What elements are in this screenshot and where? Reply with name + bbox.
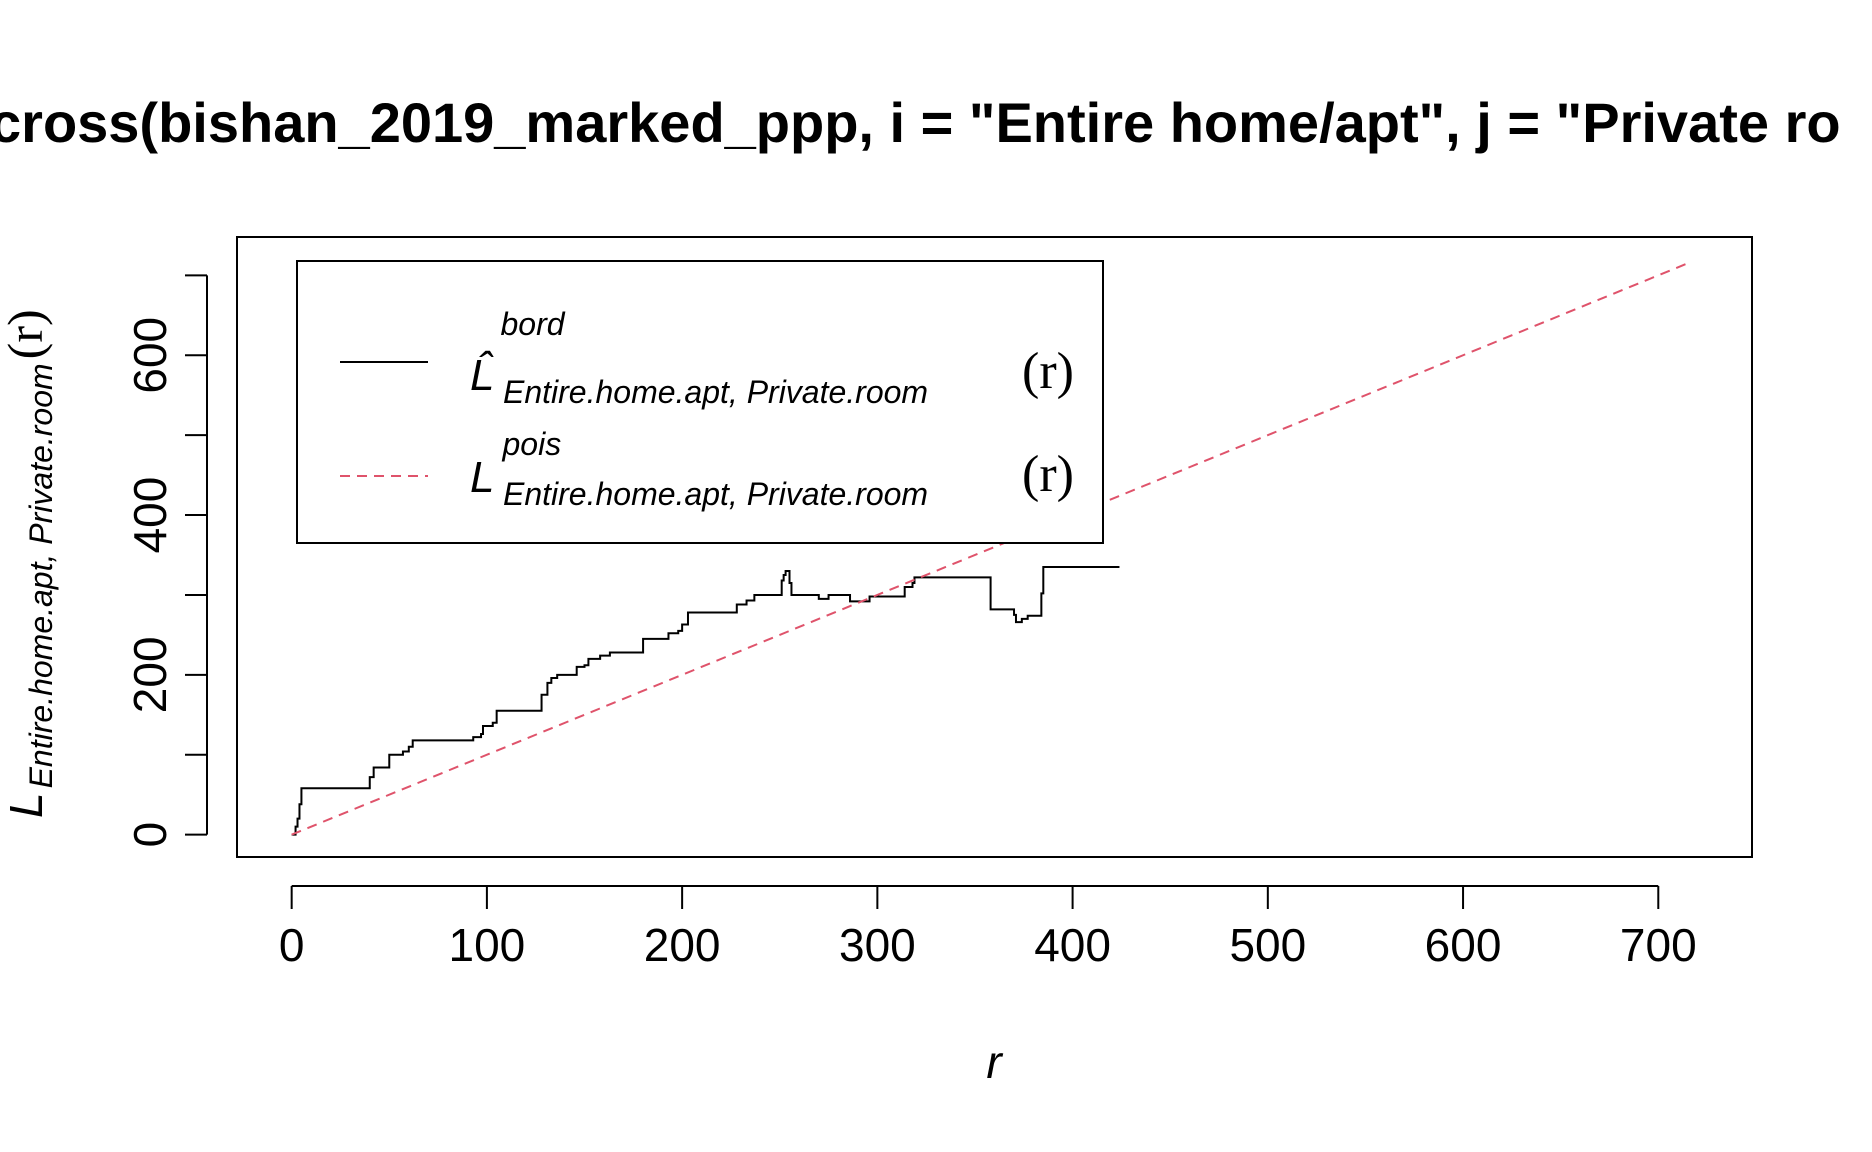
x-axis-label: r	[986, 1036, 1003, 1088]
legend-entry-bord: L̂ bord	[470, 306, 566, 400]
series-layer	[291, 263, 1686, 836]
legend-pois-main: L	[470, 453, 494, 502]
x-tick-label: 200	[644, 919, 721, 971]
legend-entry-pois-sub: Entire.home.apt, Private.room	[503, 476, 928, 512]
x-tick-label: 600	[1425, 919, 1502, 971]
legend-bord-arg: (r)	[1022, 343, 1074, 400]
plot-frame	[236, 236, 1753, 858]
x-tick-label: 500	[1229, 919, 1306, 971]
y-axis-label: L Entire.home.apt, Private.room (r)	[0, 309, 59, 818]
legend-box	[296, 260, 1104, 544]
y-axis-label-arg: (r)	[0, 309, 53, 359]
legend-entry-bord-sub: Entire.home.apt, Private.room	[503, 374, 928, 410]
legend: L̂ bord Entire.home.apt, Private.room (r…	[296, 260, 1104, 544]
y-tick-label: 200	[124, 636, 176, 713]
legend-entry-bord-arg: (r)	[1022, 343, 1074, 400]
legend-pois-arg: (r)	[1022, 446, 1074, 503]
y-tick-label: 400	[124, 477, 176, 554]
x-axis: 0 100 200 300 400 500 600 700	[279, 885, 1697, 971]
series-line-bord	[291, 565, 1120, 836]
y-tick-label: 600	[124, 317, 176, 394]
y-axis: 0 200 400 600	[124, 274, 208, 848]
x-tick-label: 300	[839, 919, 916, 971]
x-tick-label: 100	[449, 919, 526, 971]
legend-entry-pois-arg: (r)	[1022, 446, 1074, 503]
svg-text:L Entire.home.apt, Priva: L Entire.home.apt, Private.room (r)	[0, 309, 59, 818]
chart-title: cross(bishan_2019_marked_ppp, i = "Entir…	[0, 91, 1841, 154]
legend-bord-sup: bord	[500, 306, 565, 342]
legend-pois-sub: Entire.home.apt, Private.room	[503, 476, 928, 512]
y-axis-label-main: L	[0, 792, 52, 818]
legend-entry-pois: L pois	[470, 426, 561, 502]
x-tick-label: 700	[1620, 919, 1697, 971]
legend-bord-sub: Entire.home.apt, Private.room	[503, 374, 928, 410]
legend-bord-main: L̂	[470, 350, 494, 400]
series-line-pois	[291, 263, 1686, 836]
y-tick-label: 0	[124, 822, 176, 848]
x-tick-label: 0	[279, 919, 305, 971]
legend-pois-sup: pois	[501, 426, 561, 462]
y-axis-label-sub: Entire.home.apt, Private.room	[23, 363, 59, 788]
x-tick-label: 400	[1034, 919, 1111, 971]
